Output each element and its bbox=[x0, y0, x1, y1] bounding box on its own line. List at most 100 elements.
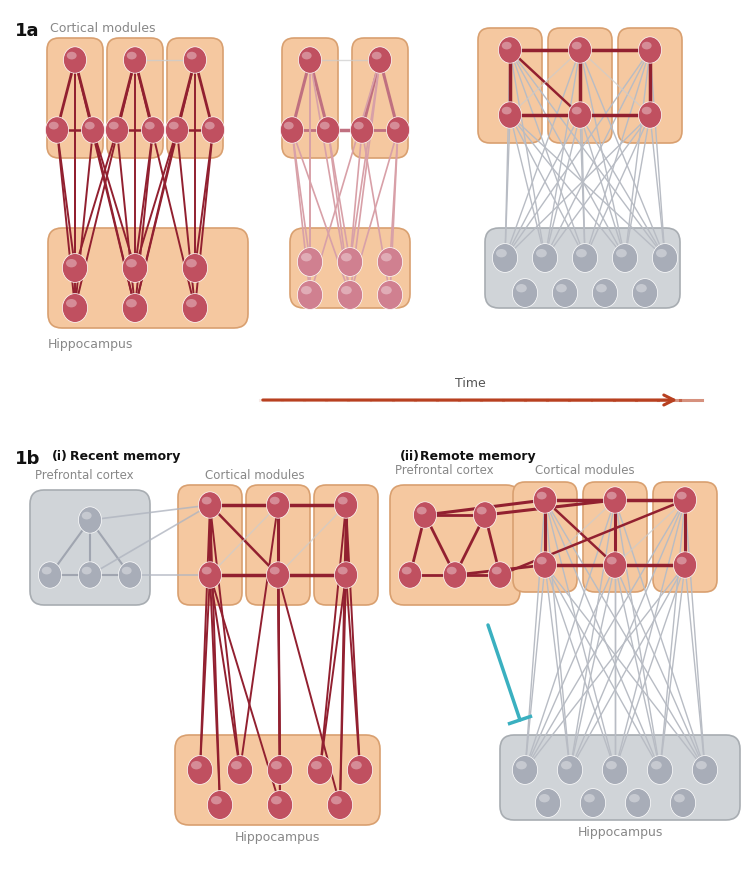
FancyBboxPatch shape bbox=[478, 28, 542, 143]
Ellipse shape bbox=[338, 567, 348, 574]
Ellipse shape bbox=[271, 761, 282, 769]
Ellipse shape bbox=[639, 36, 662, 63]
Ellipse shape bbox=[126, 299, 137, 308]
Ellipse shape bbox=[536, 249, 547, 257]
Ellipse shape bbox=[351, 761, 362, 769]
Ellipse shape bbox=[513, 756, 538, 785]
Ellipse shape bbox=[674, 794, 685, 802]
Ellipse shape bbox=[202, 497, 212, 504]
Ellipse shape bbox=[45, 116, 69, 143]
Ellipse shape bbox=[82, 512, 91, 520]
Ellipse shape bbox=[671, 788, 696, 818]
Ellipse shape bbox=[186, 259, 197, 268]
FancyBboxPatch shape bbox=[352, 38, 408, 158]
FancyBboxPatch shape bbox=[618, 28, 682, 143]
Ellipse shape bbox=[386, 116, 410, 143]
Ellipse shape bbox=[491, 567, 502, 574]
Ellipse shape bbox=[337, 248, 363, 276]
Ellipse shape bbox=[301, 286, 311, 295]
Ellipse shape bbox=[85, 122, 94, 129]
Ellipse shape bbox=[351, 116, 373, 143]
Ellipse shape bbox=[534, 552, 556, 578]
Ellipse shape bbox=[231, 761, 242, 769]
Text: (ii): (ii) bbox=[400, 450, 420, 463]
Ellipse shape bbox=[581, 788, 606, 818]
Ellipse shape bbox=[488, 561, 512, 588]
Ellipse shape bbox=[63, 254, 88, 282]
Text: Prefrontal cortex: Prefrontal cortex bbox=[395, 464, 494, 477]
Ellipse shape bbox=[39, 561, 61, 588]
Ellipse shape bbox=[334, 561, 358, 588]
Ellipse shape bbox=[271, 796, 282, 805]
Ellipse shape bbox=[516, 284, 527, 292]
FancyBboxPatch shape bbox=[314, 485, 378, 605]
Ellipse shape bbox=[696, 761, 707, 769]
Ellipse shape bbox=[539, 794, 550, 802]
Ellipse shape bbox=[557, 756, 583, 785]
Ellipse shape bbox=[341, 286, 352, 295]
Ellipse shape bbox=[572, 42, 581, 50]
Ellipse shape bbox=[447, 567, 457, 574]
Ellipse shape bbox=[584, 794, 595, 802]
Ellipse shape bbox=[228, 756, 253, 785]
Ellipse shape bbox=[377, 248, 403, 276]
FancyBboxPatch shape bbox=[290, 228, 410, 308]
Ellipse shape bbox=[576, 249, 587, 257]
Ellipse shape bbox=[105, 116, 129, 143]
Ellipse shape bbox=[201, 116, 225, 143]
Ellipse shape bbox=[67, 52, 76, 59]
Ellipse shape bbox=[191, 761, 202, 769]
Ellipse shape bbox=[603, 756, 627, 785]
Ellipse shape bbox=[537, 557, 547, 565]
FancyBboxPatch shape bbox=[167, 38, 223, 158]
Ellipse shape bbox=[639, 102, 662, 129]
Ellipse shape bbox=[532, 243, 558, 272]
Ellipse shape bbox=[502, 42, 512, 50]
Ellipse shape bbox=[677, 557, 686, 565]
Ellipse shape bbox=[606, 761, 617, 769]
Ellipse shape bbox=[126, 259, 137, 268]
Ellipse shape bbox=[311, 761, 322, 769]
Ellipse shape bbox=[381, 253, 392, 262]
Ellipse shape bbox=[674, 487, 696, 514]
Ellipse shape bbox=[677, 492, 686, 500]
Ellipse shape bbox=[498, 36, 522, 63]
Ellipse shape bbox=[612, 243, 637, 272]
Text: Hippocampus: Hippocampus bbox=[234, 831, 320, 844]
FancyBboxPatch shape bbox=[583, 482, 647, 592]
Text: (i): (i) bbox=[52, 450, 68, 463]
Ellipse shape bbox=[205, 122, 215, 129]
Ellipse shape bbox=[338, 497, 348, 504]
Ellipse shape bbox=[122, 254, 147, 282]
Ellipse shape bbox=[48, 122, 59, 129]
Ellipse shape bbox=[616, 249, 627, 257]
Text: Remote memory: Remote memory bbox=[420, 450, 535, 463]
Text: Cortical modules: Cortical modules bbox=[205, 469, 305, 482]
Ellipse shape bbox=[651, 761, 662, 769]
Ellipse shape bbox=[348, 756, 373, 785]
Ellipse shape bbox=[390, 122, 400, 129]
Ellipse shape bbox=[569, 36, 591, 63]
Ellipse shape bbox=[377, 281, 403, 309]
Ellipse shape bbox=[629, 794, 640, 802]
Ellipse shape bbox=[593, 279, 618, 308]
Ellipse shape bbox=[372, 52, 382, 59]
Ellipse shape bbox=[603, 552, 627, 578]
Ellipse shape bbox=[320, 122, 330, 129]
Ellipse shape bbox=[211, 796, 222, 805]
Text: Time: Time bbox=[454, 377, 485, 390]
Ellipse shape bbox=[123, 47, 147, 73]
FancyBboxPatch shape bbox=[30, 490, 150, 605]
Ellipse shape bbox=[572, 107, 581, 115]
Ellipse shape bbox=[516, 761, 527, 769]
Ellipse shape bbox=[414, 501, 436, 528]
Ellipse shape bbox=[187, 756, 212, 785]
Ellipse shape bbox=[301, 253, 311, 262]
Ellipse shape bbox=[122, 567, 132, 574]
Ellipse shape bbox=[692, 756, 717, 785]
Ellipse shape bbox=[82, 567, 91, 574]
Ellipse shape bbox=[198, 561, 222, 588]
Ellipse shape bbox=[642, 107, 652, 115]
Ellipse shape bbox=[553, 279, 578, 308]
Ellipse shape bbox=[381, 286, 392, 295]
